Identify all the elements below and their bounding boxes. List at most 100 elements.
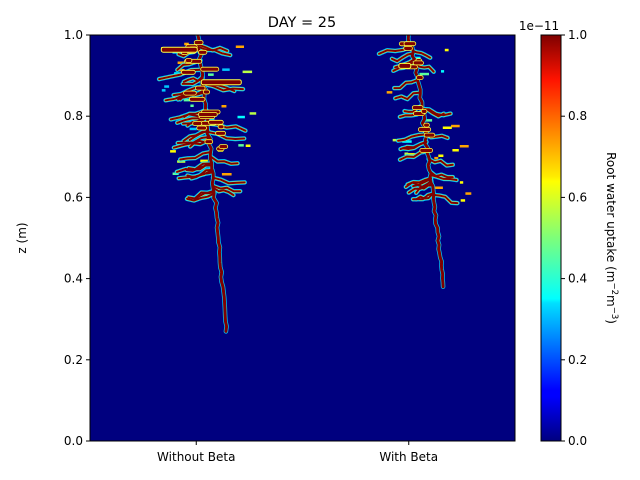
lateral-root-core-16 <box>394 91 421 101</box>
uptake-speck <box>465 192 472 195</box>
uptake-cluster <box>196 125 207 131</box>
uptake-cluster <box>420 109 428 114</box>
uptake-speck <box>221 173 232 176</box>
uptake-speck <box>407 153 416 156</box>
uptake-speck <box>221 105 227 108</box>
colorbar-axis: 0.0 0.2 0.4 0.6 0.8 1.0 <box>561 28 587 448</box>
uptake-speck <box>444 48 449 52</box>
uptake-cluster <box>217 124 225 130</box>
lateral-root-core-13 <box>415 192 434 201</box>
uptake-speck <box>438 154 444 157</box>
lateral-root-core-32 <box>212 185 242 193</box>
uptake-speck <box>190 104 194 107</box>
uptake-speck <box>434 186 443 189</box>
colorbar-offset-label: 1e−11 <box>519 19 559 33</box>
uptake-cluster <box>193 40 204 45</box>
uptake-cluster <box>215 130 227 136</box>
uptake-speck <box>423 119 433 122</box>
lateral-root-core-8 <box>179 151 212 161</box>
lateral-root-core-16 <box>212 187 235 197</box>
lateral-root-core-19 <box>187 162 213 171</box>
uptake-cluster <box>195 85 206 91</box>
root-system-without-beta <box>156 35 257 334</box>
uptake-cluster <box>403 41 417 47</box>
uptake-speck <box>402 140 412 143</box>
y-tick-label: 0.0 <box>64 434 83 448</box>
root-uptake-layer <box>156 35 472 334</box>
colorbar-tick-label: 0.4 <box>568 272 587 286</box>
y-axis-label: z (m) <box>15 222 29 253</box>
uptake-speck <box>208 73 214 76</box>
uptake-speck <box>442 126 452 129</box>
lateral-root-core-24 <box>207 131 246 140</box>
lateral-root-core-17 <box>415 182 433 194</box>
uptake-cluster <box>202 89 211 95</box>
uptake-cluster <box>218 144 229 150</box>
uptake-cluster <box>204 139 214 145</box>
y-tick-label: 0.4 <box>64 272 83 286</box>
lateral-root-core-36 <box>177 169 214 180</box>
uptake-cluster <box>188 96 206 102</box>
y-tick-label: 0.8 <box>64 109 83 123</box>
colorbar-tick-label: 0.0 <box>568 434 587 448</box>
colorbar <box>540 34 562 442</box>
x-tick-label: Without Beta <box>157 450 235 464</box>
uptake-speck <box>419 72 429 76</box>
x-tick-label: With Beta <box>379 450 438 464</box>
uptake-speck <box>170 150 176 153</box>
uptake-speck <box>161 89 166 92</box>
plot-area <box>90 35 515 441</box>
uptake-speck <box>460 199 466 202</box>
uptake-speck <box>404 152 409 155</box>
y-tick-label: 1.0 <box>64 28 83 42</box>
uptake-cluster <box>419 147 433 153</box>
lateral-root-core-20 <box>411 49 432 59</box>
uptake-cluster <box>198 49 208 55</box>
uptake-cluster <box>183 90 197 96</box>
lateral-root-core-21 <box>429 174 458 181</box>
lateral-root-core-21 <box>197 43 229 52</box>
uptake-cluster <box>411 105 424 110</box>
chart-title: DAY = 25 <box>268 15 336 31</box>
lateral-root-core-4 <box>427 158 454 167</box>
lateral-root-core-22 <box>158 68 203 81</box>
colorbar-tick-label: 0.6 <box>568 190 587 204</box>
lateral-root-core-27 <box>181 76 204 85</box>
upper-branch <box>398 62 412 69</box>
uptake-speck <box>459 145 469 148</box>
uptake-cluster <box>415 75 424 80</box>
colorbar-tick-label: 1.0 <box>568 28 587 42</box>
uptake-speck <box>189 127 197 131</box>
uptake-cluster <box>423 122 430 128</box>
y-tick-label: 0.2 <box>64 353 83 367</box>
root-system-with-beta <box>376 35 472 289</box>
uptake-cluster <box>192 121 203 126</box>
uptake-speck <box>386 91 393 94</box>
uptake-speck <box>200 159 208 163</box>
uptake-speck <box>245 144 251 147</box>
lateral-root-core-9 <box>413 62 435 73</box>
uptake-speck <box>184 42 189 46</box>
lateral-root-core-35 <box>188 129 210 141</box>
lateral-root-core-17 <box>202 82 244 92</box>
colorbar-tick-label: 0.8 <box>568 109 587 123</box>
uptake-speck <box>451 124 460 128</box>
uptake-speck <box>237 115 245 119</box>
y-axis: 0.0 0.2 0.4 0.6 0.8 1.0 <box>64 28 90 448</box>
lateral-root-core-24 <box>401 140 428 150</box>
uptake-cluster <box>412 60 424 66</box>
uptake-speck <box>235 45 244 48</box>
uptake-cluster <box>197 112 218 117</box>
uptake-speck <box>177 61 188 64</box>
uptake-cluster <box>208 119 224 125</box>
uptake-speck <box>434 156 439 160</box>
uptake-speck <box>164 85 170 88</box>
uptake-speck <box>222 68 230 71</box>
uptake-speck <box>452 149 459 152</box>
lateral-root-core-39 <box>194 190 216 200</box>
upper-branch <box>200 79 242 86</box>
uptake-speck <box>459 181 464 184</box>
uptake-speck <box>183 98 193 102</box>
uptake-cluster <box>403 46 413 51</box>
uptake-speck <box>238 144 244 147</box>
